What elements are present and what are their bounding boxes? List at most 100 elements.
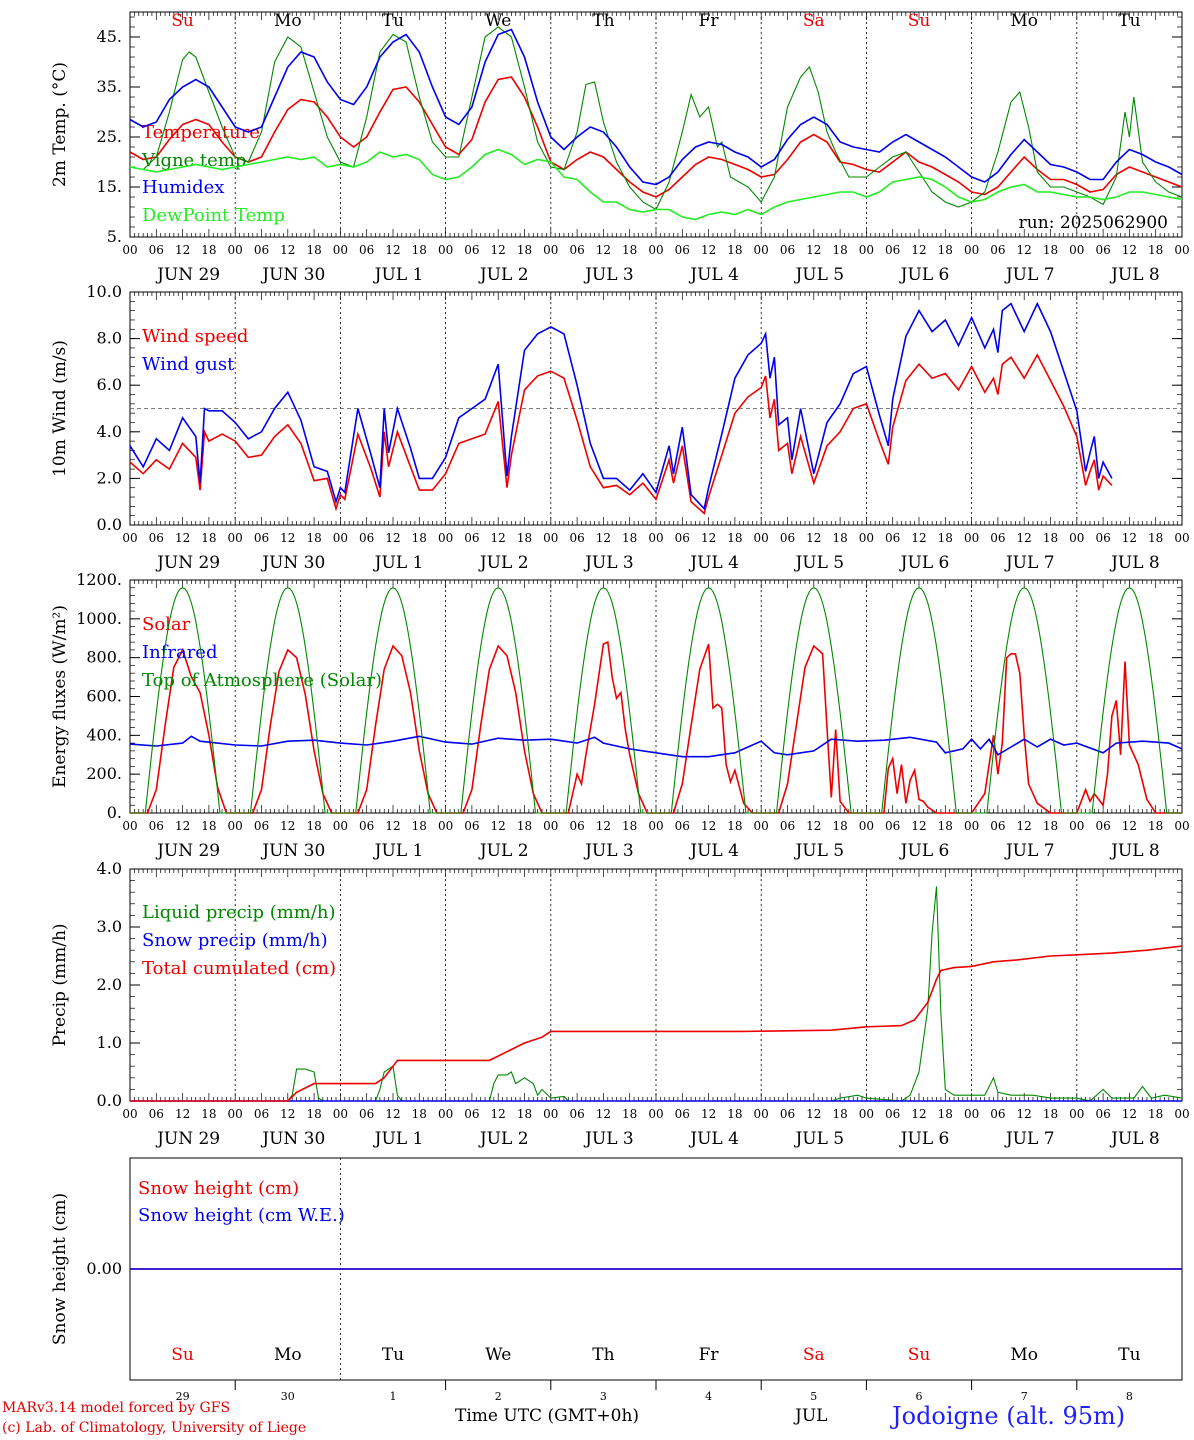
legend-label: Solar: [142, 614, 191, 635]
hour-tick-label: 18: [1148, 1107, 1163, 1121]
day-number-label: 7: [1021, 1390, 1028, 1403]
hour-tick-label: 06: [359, 243, 374, 257]
hour-tick-label: 18: [938, 243, 953, 257]
date-label: JUN 29: [155, 553, 220, 573]
weekday-label: Fr: [699, 1345, 720, 1365]
hour-tick-label: 12: [1122, 243, 1137, 257]
hour-tick-label: 18: [412, 531, 427, 545]
hour-tick-label: 12: [280, 1107, 295, 1121]
lab-credit: (c) Lab. of Climatology, University of L…: [2, 1420, 307, 1436]
series-line-wind-gust: [129, 301, 1113, 511]
day-number-label: 5: [810, 1390, 817, 1403]
y-tick-label: 0.: [107, 803, 122, 822]
hour-tick-label: 00: [1174, 1107, 1189, 1121]
hour-tick-label: 00: [438, 243, 453, 257]
hour-tick-label: 18: [727, 819, 742, 833]
legend-label: Snow precip (mm/h): [142, 930, 328, 951]
hour-tick-label: 00: [754, 819, 769, 833]
date-label: JUL 3: [583, 553, 634, 573]
hour-tick-label: 06: [990, 1107, 1005, 1121]
hour-tick-label: 06: [885, 243, 900, 257]
hour-tick-label: 12: [1017, 531, 1032, 545]
hour-tick-label: 12: [280, 531, 295, 545]
y-tick-label: 4.0: [97, 422, 122, 441]
series-line-infrared: [129, 735, 1183, 758]
hour-tick-label: 18: [1043, 819, 1058, 833]
hour-tick-label: 00: [228, 819, 243, 833]
hour-tick-label: 06: [885, 531, 900, 545]
hour-tick-label: 00: [859, 243, 874, 257]
weekday-label: Tu: [1118, 11, 1140, 31]
hour-tick-label: 06: [675, 1107, 690, 1121]
hour-tick-label: 12: [385, 819, 400, 833]
panel-wind: 00 06 12 18 00 06 12 18 00 06 12 18 00 06 12 18 00 06 12 18…: [50, 282, 1190, 573]
hour-tick-label: 18: [517, 243, 532, 257]
hour-tick-label: 06: [149, 531, 164, 545]
hour-tick-label: 06: [464, 819, 479, 833]
y-tick-label: 35.: [97, 77, 122, 96]
date-label: JUL 4: [688, 841, 739, 861]
hour-tick-label: 12: [175, 243, 190, 257]
hour-tick-label: 12: [280, 819, 295, 833]
weekday-label: Su: [908, 1345, 931, 1365]
date-label: JUN 30: [260, 553, 325, 573]
x-axis-title: Time UTC (GMT+0h): [455, 1406, 640, 1426]
hour-tick-label: 06: [254, 243, 269, 257]
hour-tick-label: 00: [648, 819, 663, 833]
y-axis-label: 2m Temp. (°C): [50, 62, 70, 187]
hour-tick-label: 18: [201, 1107, 216, 1121]
hour-tick-label: 18: [727, 1107, 742, 1121]
y-tick-label: 25.: [97, 127, 122, 146]
hour-tick-label: 18: [832, 531, 847, 545]
hour-tick-label: 12: [1122, 1107, 1137, 1121]
series-line-liquid-precip-mm-h-: [130, 886, 1183, 1102]
y-tick-label: 1000.: [76, 609, 122, 628]
hour-tick-label: 06: [569, 531, 584, 545]
hour-tick-label: 06: [675, 819, 690, 833]
hour-tick-label: 00: [859, 819, 874, 833]
legend-label: Snow height (cm W.E.): [138, 1205, 345, 1226]
hour-tick-label: 00: [754, 243, 769, 257]
weekday-label: Su: [908, 11, 931, 31]
hour-tick-label: 00: [1174, 243, 1189, 257]
series-line-vigne-temp: [129, 26, 1183, 211]
hour-tick-label: 06: [675, 243, 690, 257]
hour-tick-label: 00: [228, 1107, 243, 1121]
y-tick-label: 5.: [107, 227, 122, 246]
hour-tick-label: 00: [859, 531, 874, 545]
y-tick-label: 3.0: [97, 917, 122, 936]
date-label: JUL 6: [899, 1129, 950, 1149]
hour-tick-label: 06: [885, 1107, 900, 1121]
hour-tick-label: 12: [596, 243, 611, 257]
legend-label: Snow height (cm): [138, 1178, 299, 1199]
hour-tick-label: 12: [701, 819, 716, 833]
y-tick-label: 600.: [86, 687, 122, 706]
date-label: JUL 5: [793, 1129, 844, 1149]
weekday-label: Mo: [1010, 11, 1038, 31]
weekday-label: We: [485, 1345, 511, 1365]
hour-tick-label: 00: [228, 531, 243, 545]
hour-tick-label: 12: [911, 1107, 926, 1121]
legend-label: Vigne temp: [141, 150, 246, 171]
hour-tick-label: 06: [254, 531, 269, 545]
legend-label: Top of Atmosphere (Solar): [142, 670, 382, 691]
hour-tick-label: 12: [701, 531, 716, 545]
y-tick-label: 2.0: [97, 468, 122, 487]
hour-tick-label: 06: [675, 531, 690, 545]
y-tick-label: 15.: [97, 177, 122, 196]
date-label: JUL 1: [373, 553, 424, 573]
hour-tick-label: 18: [517, 1107, 532, 1121]
y-tick-label: 1.0: [97, 1033, 122, 1052]
hour-tick-label: 00: [543, 243, 558, 257]
hour-tick-label: 00: [859, 1107, 874, 1121]
hour-tick-label: 00: [964, 531, 979, 545]
legend-label: Humidex: [142, 177, 224, 198]
hour-tick-label: 00: [333, 1107, 348, 1121]
hour-tick-label: 12: [806, 819, 821, 833]
hour-tick-label: 00: [122, 819, 137, 833]
date-label: JUL 5: [793, 841, 844, 861]
hour-tick-label: 06: [990, 243, 1005, 257]
hour-tick-label: 12: [701, 243, 716, 257]
hour-tick-label: 06: [569, 819, 584, 833]
